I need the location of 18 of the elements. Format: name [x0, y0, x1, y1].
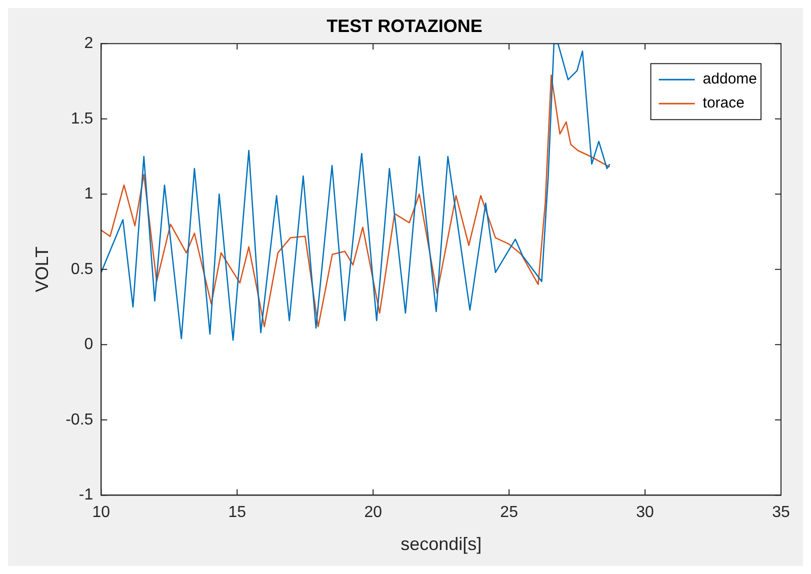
- y-tick-label: -0.5: [66, 411, 94, 428]
- y-axis-title: VOLT: [32, 246, 52, 292]
- y-tick-label: 2: [84, 35, 94, 52]
- legend-label: torace: [702, 94, 744, 112]
- x-tick-label: 10: [92, 504, 110, 522]
- chart-title: TEST ROTAZIONE: [326, 16, 482, 36]
- y-tick-label: -1: [78, 486, 94, 504]
- x-tick-label: 20: [364, 504, 382, 522]
- y-tick-label: 1: [84, 186, 94, 203]
- x-tick-label: 30: [636, 504, 654, 522]
- y-tick-label: 0: [84, 336, 94, 354]
- x-tick-label: 35: [772, 504, 790, 522]
- y-tick-label: 0.5: [70, 260, 94, 278]
- x-tick-label: 25: [500, 504, 518, 522]
- y-tick-label: 1.5: [70, 110, 94, 128]
- legend-label: addome: [702, 70, 758, 88]
- x-tick-label: 15: [228, 504, 246, 522]
- x-axis-title: secondi[s]: [400, 534, 482, 554]
